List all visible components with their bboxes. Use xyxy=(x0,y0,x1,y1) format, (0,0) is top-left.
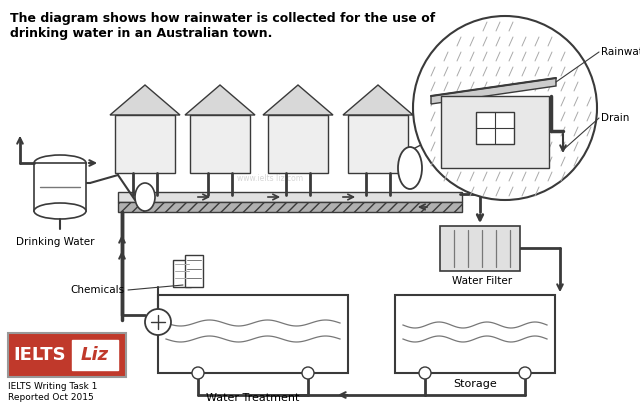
Bar xyxy=(476,112,514,144)
Bar xyxy=(118,202,462,212)
Bar xyxy=(190,115,250,173)
Circle shape xyxy=(413,16,597,200)
Bar xyxy=(440,226,520,271)
Bar xyxy=(395,295,555,373)
Text: IELTS: IELTS xyxy=(13,346,67,364)
Polygon shape xyxy=(185,85,255,115)
Bar xyxy=(441,96,549,168)
Polygon shape xyxy=(263,85,333,115)
Text: Water Treatment: Water Treatment xyxy=(206,393,300,403)
Circle shape xyxy=(419,367,431,379)
Text: Reported Oct 2015: Reported Oct 2015 xyxy=(8,393,93,402)
Bar xyxy=(72,340,118,370)
Polygon shape xyxy=(343,85,413,115)
Text: drinking water in an Australian town.: drinking water in an Australian town. xyxy=(10,27,273,40)
Text: The diagram shows how rainwater is collected for the use of: The diagram shows how rainwater is colle… xyxy=(10,12,435,25)
Ellipse shape xyxy=(34,203,86,219)
Text: Water Filter: Water Filter xyxy=(452,276,512,286)
Bar xyxy=(34,163,86,211)
Text: Rainwater: Rainwater xyxy=(601,47,640,57)
Text: Drain: Drain xyxy=(601,113,629,123)
Text: www.ielts liz.com: www.ielts liz.com xyxy=(237,173,303,183)
Circle shape xyxy=(519,367,531,379)
Circle shape xyxy=(192,367,204,379)
Ellipse shape xyxy=(145,309,171,335)
Bar xyxy=(185,255,203,287)
Bar xyxy=(268,115,328,173)
Circle shape xyxy=(302,367,314,379)
Ellipse shape xyxy=(34,155,86,171)
Bar xyxy=(348,115,408,173)
Bar xyxy=(158,295,348,373)
Polygon shape xyxy=(110,85,180,115)
Text: Chemicals: Chemicals xyxy=(70,285,124,295)
Bar xyxy=(115,115,175,173)
Ellipse shape xyxy=(135,183,155,211)
Bar xyxy=(118,192,462,202)
Text: Drinking Water: Drinking Water xyxy=(16,237,94,247)
Bar xyxy=(8,333,126,377)
Text: Liz: Liz xyxy=(81,346,109,364)
Bar xyxy=(173,260,191,287)
Text: IELTS Writing Task 1: IELTS Writing Task 1 xyxy=(8,382,97,391)
Text: Storage: Storage xyxy=(453,379,497,389)
Ellipse shape xyxy=(398,147,422,189)
Polygon shape xyxy=(431,78,556,104)
